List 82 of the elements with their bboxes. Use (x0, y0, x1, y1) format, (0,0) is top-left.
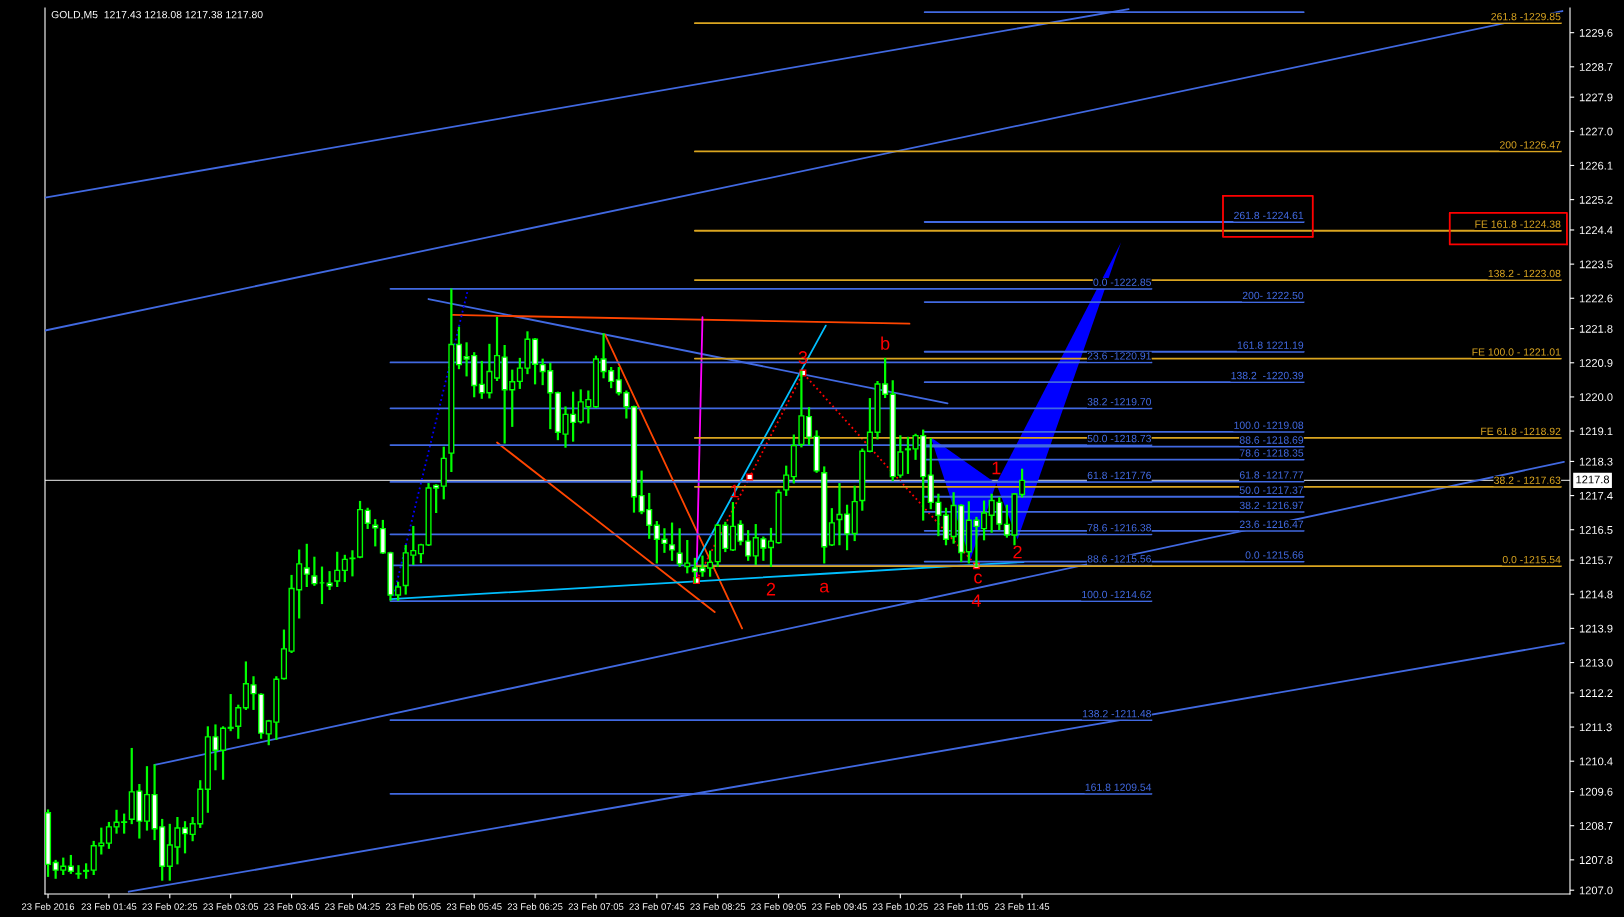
series-label: 23.6 -1220.91 (1087, 352, 1151, 360)
series-label: FE 100.0 - 1221.01 (1472, 348, 1561, 356)
y-tick-label: 1214.8 (1579, 590, 1613, 599)
y-tick-label: 1213.9 (1579, 624, 1613, 633)
x-tick-label: 23 Feb 04:25 (325, 903, 380, 910)
x-tick-label: 23 Feb 02:25 (142, 903, 198, 910)
y-tick-label: 1212.2 (1579, 689, 1613, 697)
y-tick-label: 1222.6 (1579, 294, 1613, 303)
series-label: 78.6 -1218.35 (1239, 449, 1304, 457)
y-tick-label: 1225.2 (1579, 195, 1613, 204)
series-label: 100.0 -1214.62 (1082, 590, 1151, 599)
x-tick-label: 23 Feb 05:45 (446, 903, 502, 910)
x-tick-label: 23 Feb 05:05 (385, 903, 441, 910)
series-label: 88.6 -1215.56 (1087, 555, 1152, 563)
series-label: 88.6 -1218.69 (1239, 436, 1304, 444)
series-label: 200- 1222.50 (1242, 291, 1304, 300)
x-tick-label: 23 Feb 09:45 (812, 903, 867, 910)
y-tick-label: 1217.4 (1579, 491, 1613, 500)
y-tick-label: 1229.6 (1579, 28, 1613, 37)
series-label: 61.8 -1217.76 (1087, 471, 1152, 480)
y-tick-label: 1209.6 (1579, 787, 1613, 796)
y-tick-label: 1211.3 (1579, 723, 1612, 732)
series-label: 38.2 -1216.97 (1239, 501, 1304, 510)
series-label: FE 61.8 -1218.92 (1481, 427, 1561, 436)
series-label: 78.6 -1216.38 (1087, 524, 1152, 532)
y-tick-label: 1216.5 (1579, 526, 1613, 534)
annotation: 2 (766, 582, 776, 596)
x-tick-label: 23 Feb 03:05 (203, 903, 259, 910)
y-tick-label: 1224.4 (1579, 226, 1613, 234)
y-tick-label: 1213.0 (1579, 658, 1613, 667)
x-tick-label: 23 Feb 2016 (22, 903, 75, 910)
y-tick-label: 1220.0 (1579, 393, 1613, 402)
y-tick-label: 1207.8 (1579, 856, 1613, 864)
x-tick-label: 23 Feb 07:05 (568, 903, 624, 910)
series-label: 138.2 - 1223.08 (1488, 269, 1561, 278)
x-tick-label: 23 Feb 03:45 (264, 903, 319, 910)
y-tick-label: 1223.5 (1579, 260, 1613, 269)
series-label: 261.8 -1224.61 (1234, 211, 1304, 220)
x-tick-label: 23 Feb 07:45 (629, 903, 685, 910)
x-tick-label: 23 Feb 11:05 (934, 903, 989, 910)
annotation: a (819, 582, 830, 593)
annotation: b (881, 336, 890, 350)
annotation: c (974, 573, 982, 584)
y-tick-label: 1226.1 (1579, 161, 1613, 170)
x-tick-label: 23 Feb 10:25 (872, 903, 928, 910)
series-label: 50.0 -1217.37 (1239, 486, 1304, 494)
series-label: 100.0 -1219.08 (1234, 421, 1304, 429)
annotation: 1 (992, 461, 1001, 475)
series-label: 138.2 -1211.48 (1082, 709, 1152, 718)
y-tick-label: 1210.4 (1579, 757, 1613, 766)
series-label: 0.0 -1215.66 (1245, 551, 1304, 559)
y-tick-label: 1220.9 (1579, 359, 1613, 367)
y-tick-label: 1207.0 (1579, 886, 1613, 895)
y-tick-label: 1215.7 (1579, 556, 1613, 565)
series-label: 200 -1226.47 (1500, 141, 1561, 149)
x-tick-label: 23 Feb 11:45 (995, 903, 1050, 910)
series-label: 161.8 1209.54 (1085, 783, 1152, 791)
ref-line-label: 1217.8 (1576, 475, 1610, 484)
series-label: 50.0 -1218.73 (1087, 434, 1152, 443)
x-tick-label: 23 Feb 01:45 (81, 903, 137, 910)
x-tick-label: 23 Feb 09:05 (751, 903, 807, 910)
x-tick-label: 23 Feb 08:25 (690, 903, 746, 910)
series-label: 61.8 -1217.77 (1239, 471, 1304, 479)
series-label: 0.0 -1215.54 (1502, 555, 1561, 564)
y-tick-label: 1228.7 (1579, 63, 1613, 71)
series-label: 261.8 -1229.85 (1491, 12, 1561, 21)
series-label: 161.8 1221.19 (1237, 341, 1304, 349)
series-label: 138.2 -1220.39 (1231, 371, 1304, 380)
y-tick-label: 1227.9 (1579, 93, 1613, 102)
y-tick-label: 1221.8 (1579, 324, 1613, 333)
y-tick-label: 1218.3 (1579, 457, 1613, 466)
series-label: 23.6 -1216.47 (1239, 520, 1304, 528)
y-tick-label: 1219.1 (1579, 427, 1613, 436)
chart-title: GOLD,M5 1217.43 1218.08 1217.38 1217.80 (51, 10, 263, 20)
series-label: 38.2 -1219.70 (1087, 398, 1152, 406)
series-label: FE 161.8 -1224.38 (1475, 220, 1561, 228)
y-tick-label: 1208.7 (1579, 821, 1613, 830)
series-label: 0.0 -1222.85 (1093, 278, 1152, 286)
annotation: 2 (1013, 545, 1022, 559)
y-tick-label: 1227.0 (1579, 127, 1613, 136)
x-tick-label: 23 Feb 06:25 (507, 903, 563, 910)
series-label: 38.2 - 1217.63 (1494, 476, 1561, 484)
